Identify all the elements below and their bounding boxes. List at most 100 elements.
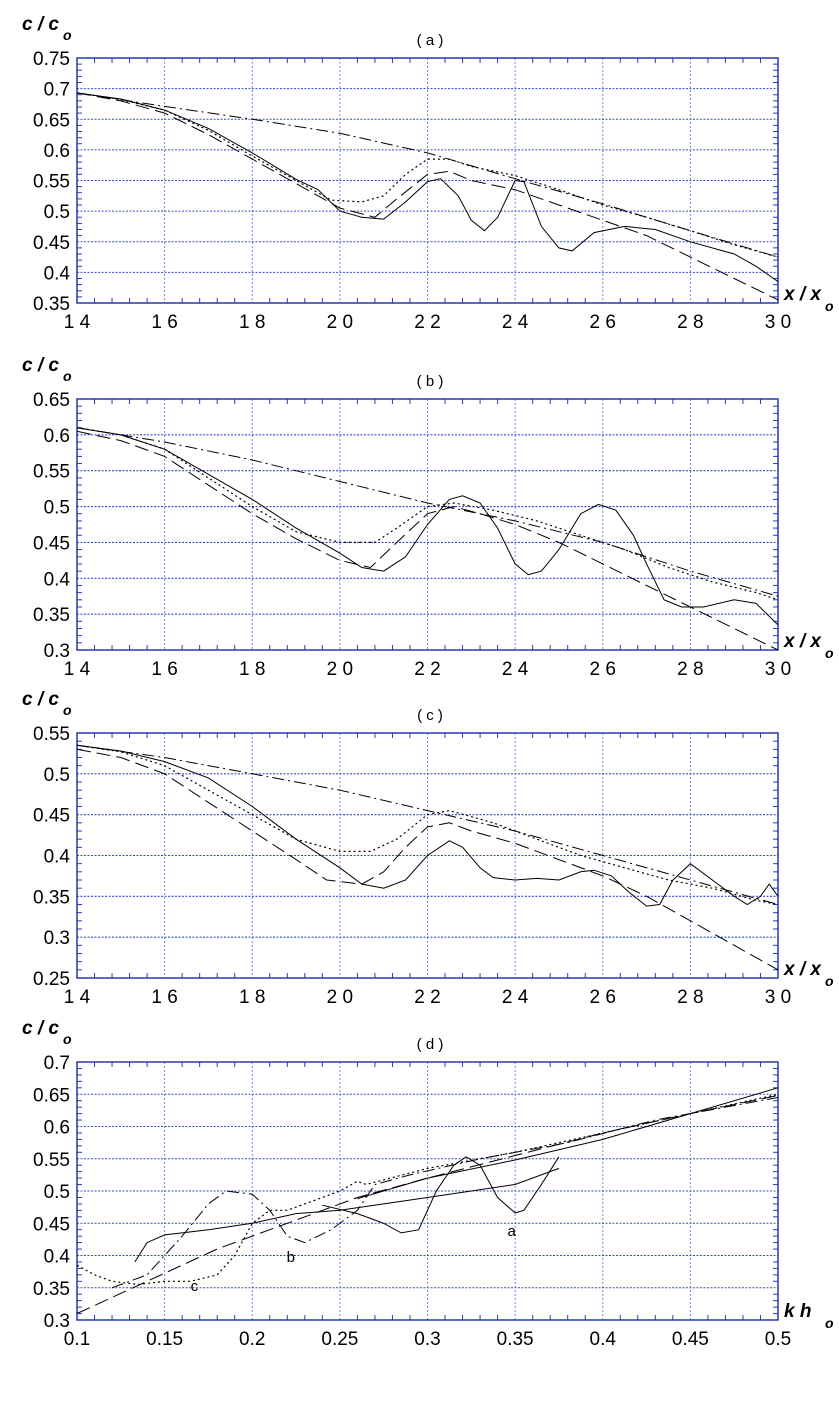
panel-b-x-tick-label: 2 0	[327, 659, 353, 680]
panel-a-series-dashed	[76, 92, 779, 301]
panel-b-y-tick-label: 0.45	[33, 533, 70, 554]
panel-b-y-tick-label: 0.35	[33, 605, 70, 626]
panel-d-x-tick-label: 0.35	[497, 1329, 534, 1350]
panel-a-series-solid	[76, 92, 779, 283]
panel-c-y-tick-label: 0.55	[33, 724, 70, 745]
panel-d-y-tick-label: 0.4	[44, 1247, 71, 1268]
panel-d-x-tick-label: 0.5	[765, 1329, 791, 1350]
panel-d-y-tick-label: 0.3	[44, 1311, 70, 1332]
panel-b-y-axis-label: c / c	[22, 355, 59, 376]
panel-c-series-dotted	[76, 744, 779, 906]
panel-a-y-tick-label: 0.75	[33, 49, 70, 70]
panel-b-x-tick-label: 2 6	[590, 659, 616, 680]
panel-b-x-tick-label: 1 6	[151, 659, 177, 680]
panel-d-y-tick-label: 0.55	[33, 1150, 70, 1171]
panel-a-y-tick-label: 0.35	[33, 294, 70, 315]
panel-a-y-tick-label: 0.5	[44, 202, 70, 223]
panel-b-y-tick-label: 0.4	[44, 569, 71, 590]
panel-a-label: ( a )	[417, 32, 444, 49]
panel-b-series-dotted	[76, 427, 779, 601]
panel-c-series-dashed	[76, 748, 779, 971]
panel-d-y-tick-label: 0.7	[44, 1053, 70, 1074]
panel-d-curve-label-c: c	[191, 1278, 199, 1295]
panel-c-x-tick-label: 2 4	[502, 987, 529, 1008]
panel-c-x-tick-label: 2 8	[677, 987, 703, 1008]
panel-d-x-tick-label: 0.2	[239, 1329, 265, 1350]
panel-b-frame	[76, 398, 779, 651]
panel-b-x-tick-label: 2 8	[677, 659, 703, 680]
panel-a-x-tick-label: 2 2	[414, 312, 440, 333]
panel-d-y-tick-label: 0.35	[33, 1279, 70, 1300]
panel-a-y-axis-label: c / c	[22, 14, 59, 35]
panel-c-x-tick-label: 2 6	[590, 987, 616, 1008]
panel-c-y-tick-label: 0.35	[33, 887, 70, 908]
panel-c-y-tick-label: 0.4	[44, 847, 71, 868]
panel-a-x-tick-label: 2 6	[590, 312, 616, 333]
panel-a-x-axis-subscript: o	[825, 298, 834, 314]
panel-c-x-tick-label: 3 0	[765, 987, 791, 1008]
panel-d-series-dashed	[76, 1095, 779, 1314]
panel-a-x-tick-label: 1 8	[239, 312, 265, 333]
panel-c-x-tick-label: 2 0	[327, 987, 353, 1008]
panel-b-series-dashed	[76, 430, 779, 651]
panel-b-y-tick-label: 0.3	[44, 641, 70, 662]
panel-b-x-axis-label: x / x	[783, 631, 822, 652]
panel-c-chart: 1 4 1 6 1 8 2 0 2 2 2 4 2 6 2 8 3 0 0.25 0.3 0.35 0.…	[22, 689, 834, 1008]
panel-a-x-tick-label: 2 8	[677, 312, 703, 333]
panel-c-x-tick-label: 1 4	[64, 987, 91, 1008]
panel-d-series-solid	[322, 1156, 560, 1234]
panel-a-y-tick-label: 0.7	[44, 80, 70, 101]
panel-c-frame	[76, 732, 779, 979]
panel-d-series-solid	[357, 1087, 779, 1200]
panel-d-x-tick-label: 0.15	[146, 1329, 183, 1350]
panel-d-curve-label-b: b	[287, 1249, 295, 1266]
panel-b-y-axis-subscript: o	[63, 368, 72, 384]
panel-a-chart: 1 4 1 6 1 8 2 0 2 2 2 4 2 6 2 8 3 0 0.35 0.4 0.45 0.…	[22, 14, 834, 333]
panel-a-x-tick-label: 1 6	[151, 312, 177, 333]
panel-b-series-dashdot	[76, 427, 779, 597]
panel-a-series-dashdot	[76, 92, 779, 258]
panel-a-x-tick-label: 2 0	[327, 312, 353, 333]
panel-d-x-axis-subscript: o	[825, 1315, 834, 1331]
panel-b-y-tick-label: 0.55	[33, 462, 70, 483]
panel-d-y-axis-subscript: o	[63, 1031, 72, 1047]
panel-d-x-tick-label: 0.3	[414, 1329, 440, 1350]
panel-c-y-tick-label: 0.25	[33, 969, 70, 990]
panel-d-series-dotted	[76, 1093, 779, 1286]
panel-d-x-tick-label: 0.25	[321, 1329, 358, 1350]
panel-c-series-solid	[76, 744, 779, 907]
panel-c-y-tick-label: 0.3	[44, 928, 70, 949]
panel-b-x-tick-label: 2 4	[502, 659, 529, 680]
panel-a-series-dotted	[76, 92, 779, 258]
panel-c-x-axis-subscript: o	[825, 973, 834, 989]
panel-b-chart: 1 4 1 6 1 8 2 0 2 2 2 4 2 6 2 8 3 0 0.3 0.35 0.4 0.4…	[22, 355, 834, 680]
panel-d-x-tick-label: 0.1	[64, 1329, 90, 1350]
panel-a-y-tick-label: 0.65	[33, 110, 70, 131]
panel-c-y-axis-label: c / c	[22, 689, 59, 710]
panel-c-y-tick-label: 0.45	[33, 806, 70, 827]
panel-d-series-solid	[134, 1167, 560, 1263]
panel-c-x-tick-label: 1 8	[239, 987, 265, 1008]
panel-a-y-tick-label: 0.4	[44, 263, 71, 284]
panel-d-label: ( d )	[417, 1036, 444, 1053]
panel-d-chart: 0.1 0.15 0.2 0.25 0.3 0.35 0.4 0.45 0.5 0.3 0.35 0.…	[22, 1018, 834, 1350]
panel-d-x-tick-label: 0.4	[590, 1329, 617, 1350]
panel-a-y-tick-label: 0.6	[44, 141, 70, 162]
panel-d-y-tick-label: 0.45	[33, 1214, 70, 1235]
panel-b-y-tick-label: 0.5	[44, 498, 70, 519]
panel-b-x-axis-subscript: o	[825, 645, 834, 661]
panel-a-x-tick-label: 1 4	[64, 312, 91, 333]
panel-a-y-axis-subscript: o	[63, 27, 72, 43]
panel-d-y-tick-label: 0.5	[44, 1182, 70, 1203]
panel-d-curve-label-a: a	[507, 1223, 516, 1240]
panel-a-x-tick-label: 2 4	[502, 312, 529, 333]
panel-c-x-axis-label: x / x	[783, 959, 822, 980]
panel-b-x-tick-label: 3 0	[765, 659, 791, 680]
panel-c-y-tick-label: 0.5	[44, 765, 70, 786]
panel-b-series-solid	[76, 427, 779, 626]
panel-c-x-tick-label: 2 2	[414, 987, 440, 1008]
panel-b-label: ( b )	[417, 373, 444, 390]
panel-d-x-axis-label: k h	[784, 1301, 811, 1322]
panel-c-x-tick-label: 1 6	[151, 987, 177, 1008]
